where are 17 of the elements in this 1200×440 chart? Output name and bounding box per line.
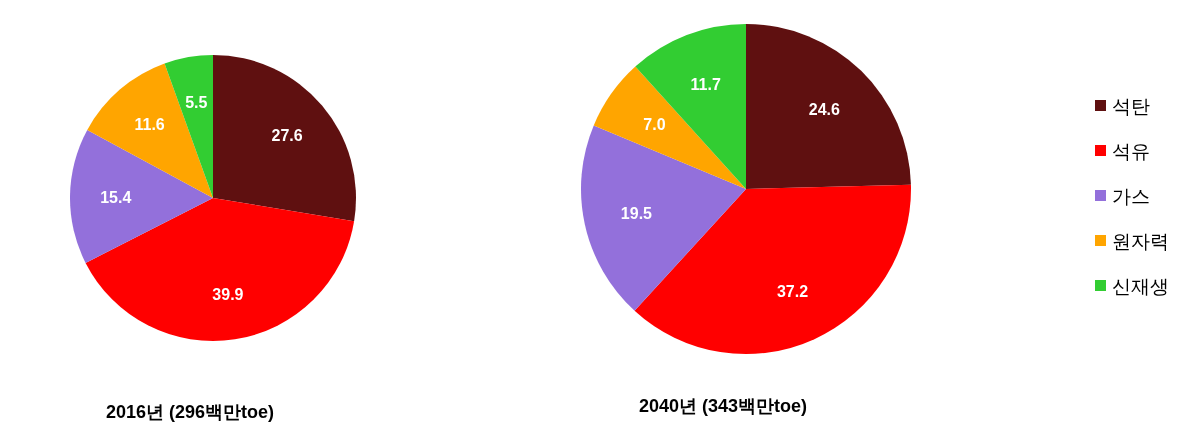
data-label: 39.9 xyxy=(212,286,244,304)
data-label: 37.2 xyxy=(776,283,809,301)
legend-label: 가스 xyxy=(1112,186,1150,207)
data-label: 24.6 xyxy=(808,100,841,118)
data-label: 19.5 xyxy=(620,205,653,223)
text: 2040년 (343백만toe) xyxy=(638,396,808,416)
data-label: 11.6 xyxy=(134,116,165,134)
legend-label: 원자력 xyxy=(1112,231,1169,252)
data-label: 5.5 xyxy=(185,94,208,112)
text: 2016년 (296백만toe) xyxy=(105,402,275,422)
legend-label: 석유 xyxy=(1112,141,1150,162)
legend-label: 석탄 xyxy=(1112,96,1150,117)
data-label: 11.7 xyxy=(690,76,721,94)
data-label: 15.4 xyxy=(100,188,132,206)
data-label: 27.6 xyxy=(271,127,303,145)
data-label: 7.0 xyxy=(643,116,666,134)
legend-label: 신재생 xyxy=(1112,276,1169,297)
